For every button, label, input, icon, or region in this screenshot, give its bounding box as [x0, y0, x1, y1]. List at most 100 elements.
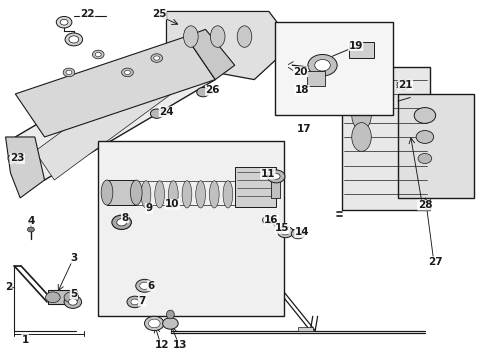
Text: 2: 2	[5, 282, 12, 292]
Circle shape	[307, 54, 336, 76]
Text: 13: 13	[173, 340, 187, 350]
Text: 7: 7	[138, 296, 145, 306]
Text: 20: 20	[293, 67, 307, 77]
Text: 28: 28	[417, 200, 431, 210]
Circle shape	[45, 292, 60, 303]
Ellipse shape	[130, 180, 142, 205]
Polygon shape	[166, 12, 293, 80]
Circle shape	[56, 17, 72, 28]
Polygon shape	[185, 30, 234, 80]
Bar	[98, 140, 283, 316]
Circle shape	[69, 36, 79, 43]
Circle shape	[272, 174, 280, 179]
Circle shape	[291, 229, 305, 239]
Bar	[107, 180, 136, 205]
Ellipse shape	[155, 181, 164, 208]
Circle shape	[277, 226, 293, 238]
Circle shape	[63, 68, 75, 77]
Circle shape	[27, 227, 34, 232]
Ellipse shape	[210, 26, 224, 47]
Circle shape	[122, 68, 133, 77]
Circle shape	[117, 219, 126, 226]
Circle shape	[162, 318, 178, 329]
Text: 15: 15	[275, 224, 289, 233]
Circle shape	[60, 19, 68, 25]
Text: 12: 12	[154, 340, 168, 350]
Ellipse shape	[195, 181, 205, 208]
Ellipse shape	[351, 123, 370, 151]
Polygon shape	[5, 137, 44, 198]
Text: 5: 5	[70, 289, 77, 299]
Bar	[298, 327, 312, 330]
Circle shape	[281, 229, 289, 235]
Circle shape	[136, 279, 153, 292]
Circle shape	[64, 296, 81, 309]
Text: 22: 22	[80, 9, 95, 19]
Text: 1: 1	[21, 334, 29, 345]
Circle shape	[151, 54, 162, 62]
Circle shape	[413, 108, 435, 123]
Circle shape	[140, 282, 149, 289]
Polygon shape	[15, 37, 215, 180]
Circle shape	[124, 70, 130, 75]
Ellipse shape	[223, 181, 232, 208]
Text: 3: 3	[70, 253, 77, 263]
Ellipse shape	[182, 181, 191, 208]
Text: 17: 17	[296, 124, 311, 134]
Text: 6: 6	[147, 281, 154, 291]
Circle shape	[396, 80, 409, 90]
Text: 11: 11	[260, 169, 275, 179]
Circle shape	[127, 296, 142, 308]
Bar	[397, 94, 473, 198]
Circle shape	[262, 216, 273, 224]
Text: 21: 21	[397, 80, 412, 90]
Bar	[48, 291, 77, 304]
Ellipse shape	[168, 181, 178, 208]
Ellipse shape	[141, 181, 151, 208]
Text: 26: 26	[205, 85, 220, 95]
Text: 19: 19	[348, 41, 362, 50]
Ellipse shape	[351, 80, 370, 108]
Circle shape	[95, 52, 101, 57]
Circle shape	[314, 59, 330, 71]
Bar	[275, 22, 392, 116]
Text: 14: 14	[294, 228, 309, 237]
Text: 8: 8	[121, 213, 128, 222]
Circle shape	[154, 56, 159, 60]
Polygon shape	[35, 47, 195, 180]
Ellipse shape	[183, 26, 198, 47]
Bar	[348, 42, 373, 58]
Bar	[306, 71, 325, 86]
Bar	[271, 176, 280, 198]
Circle shape	[64, 292, 79, 303]
Ellipse shape	[237, 26, 251, 47]
Circle shape	[196, 87, 209, 97]
Circle shape	[144, 316, 163, 330]
Text: 27: 27	[427, 257, 442, 267]
Text: 9: 9	[145, 203, 152, 213]
Circle shape	[92, 50, 104, 59]
Circle shape	[131, 299, 139, 305]
Text: 10: 10	[165, 199, 179, 210]
Ellipse shape	[209, 181, 219, 208]
Text: 4: 4	[27, 216, 35, 226]
Bar	[341, 67, 429, 211]
Text: 23: 23	[10, 153, 24, 163]
Circle shape	[415, 131, 433, 143]
Circle shape	[148, 319, 160, 328]
Text: 24: 24	[159, 107, 173, 117]
Circle shape	[267, 170, 285, 183]
Circle shape	[417, 153, 431, 163]
Circle shape	[8, 154, 20, 163]
Circle shape	[68, 299, 77, 305]
Polygon shape	[15, 37, 215, 137]
Ellipse shape	[166, 310, 174, 319]
Text: 18: 18	[294, 85, 308, 95]
Circle shape	[112, 215, 131, 229]
Text: 25: 25	[152, 9, 166, 19]
Ellipse shape	[351, 101, 370, 130]
Bar	[234, 167, 276, 207]
Ellipse shape	[101, 180, 113, 205]
Circle shape	[65, 33, 82, 46]
Circle shape	[66, 70, 72, 75]
